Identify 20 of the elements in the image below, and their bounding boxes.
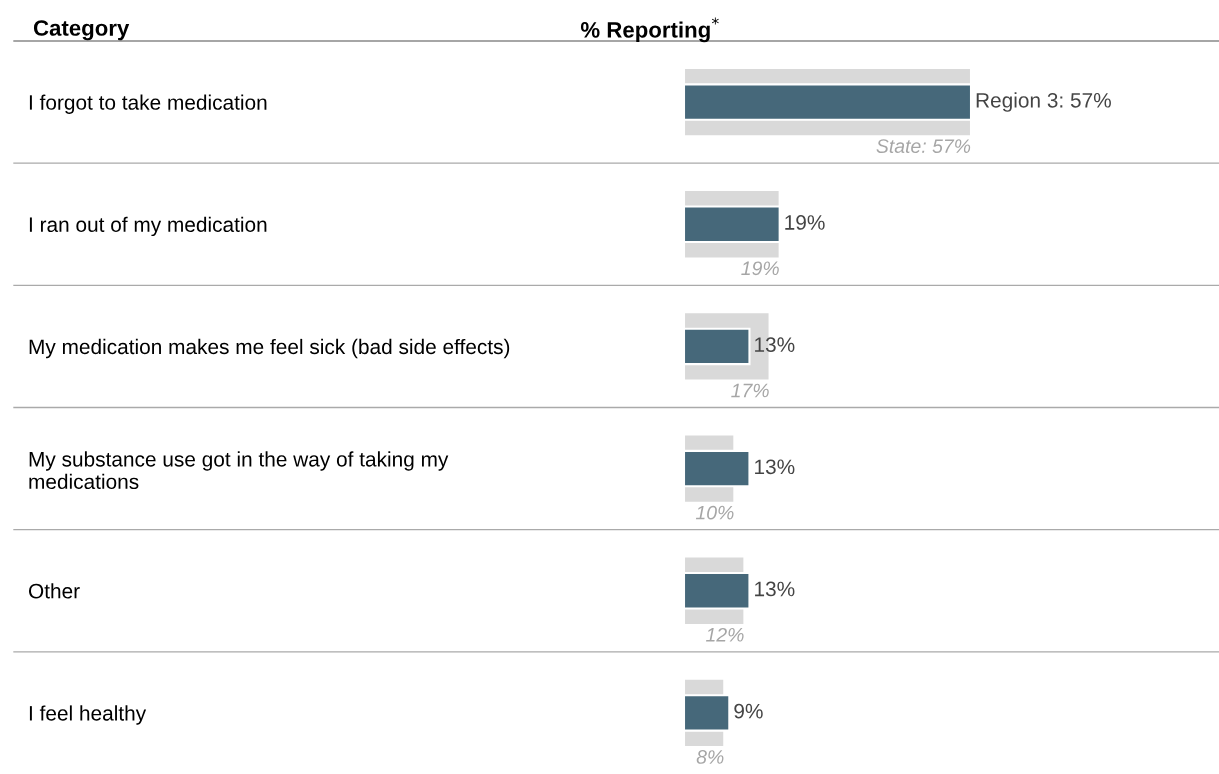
y-tick-label: I forgot to take medication bbox=[29, 94, 267, 114]
data-label: 12% bbox=[706, 627, 744, 642]
data-label: 13% bbox=[755, 337, 795, 353]
y-tick-label: I ran out of my medication bbox=[29, 216, 267, 237]
y-tick-label: Other bbox=[28, 583, 80, 599]
x-axis-title: % Reporting$^{*}$ bbox=[580, 17, 719, 43]
data-label: 9% bbox=[734, 703, 763, 719]
data-label: 13% bbox=[755, 581, 795, 597]
data-label: 17% bbox=[731, 383, 769, 398]
y-tick-label: My substance use got in the way of taking my medications bbox=[29, 451, 449, 490]
data-label: State: 57% bbox=[876, 139, 971, 154]
data-label: 19% bbox=[785, 215, 825, 230]
data-label: 8% bbox=[696, 750, 724, 764]
data-label: 13% bbox=[755, 459, 795, 475]
data-label: 10% bbox=[695, 505, 734, 520]
data-label: 19% bbox=[741, 261, 779, 276]
y-tick-label: My medication makes me feel sick (bad side effects) bbox=[29, 338, 510, 359]
data-label: Region 3: 57% bbox=[976, 92, 1111, 112]
y-axis-title: Category bbox=[33, 20, 130, 41]
y-tick-label: I feel healthy bbox=[29, 705, 147, 725]
